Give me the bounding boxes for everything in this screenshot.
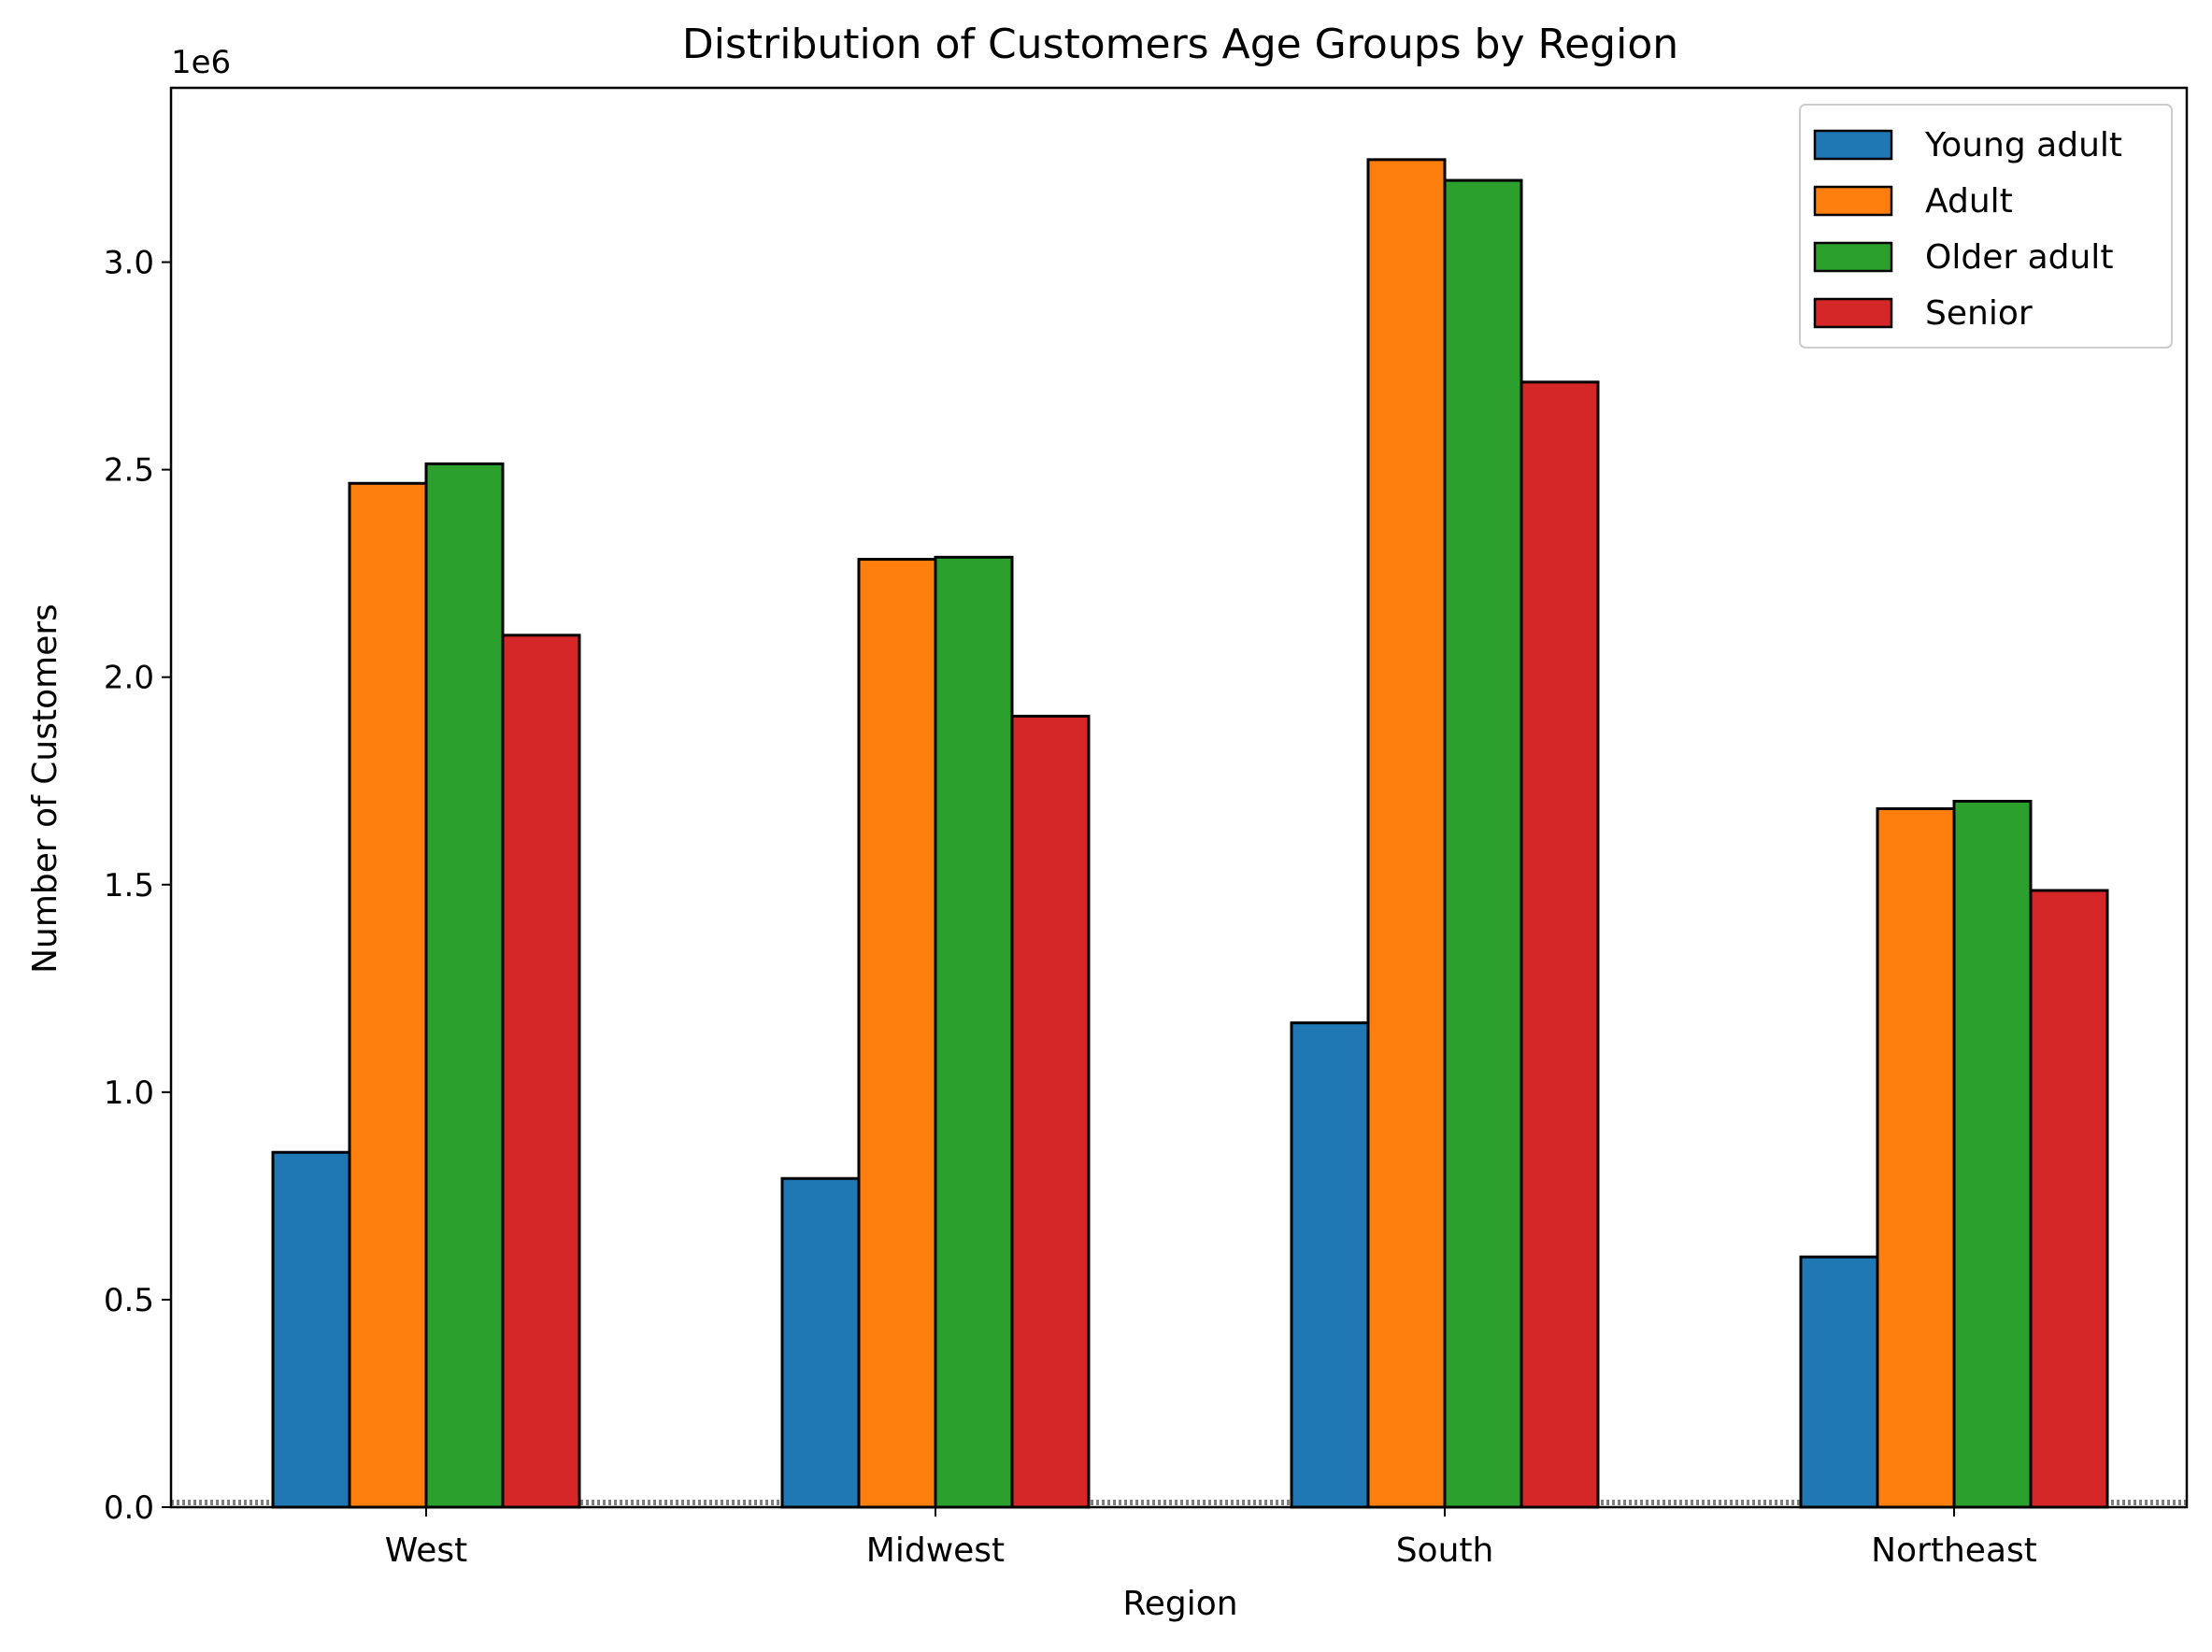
axes-frame: [169, 86, 2189, 1509]
legend-label-older-adult: Older adult: [1925, 238, 2113, 277]
y-tick-label: 2.5: [104, 452, 154, 490]
chart-title: Distribution of Customers Age Groups by …: [682, 21, 1678, 68]
bar-adult-midwest: [857, 558, 937, 1509]
y-tick-label: 2.0: [104, 660, 154, 697]
y-tick-label: 1.5: [104, 867, 154, 904]
legend-swatch-adult: [1813, 185, 1893, 217]
legend-label-adult: Adult: [1925, 182, 2013, 221]
bar-senior-west: [501, 634, 581, 1509]
bar-young-adult-west: [271, 1150, 351, 1509]
x-tick-label: South: [1396, 1531, 1494, 1570]
y-tick-label: 0.0: [104, 1489, 154, 1527]
legend-swatch-senior: [1813, 297, 1893, 329]
bar-adult-west: [348, 481, 428, 1509]
y-axis-label: Number of Customers: [26, 604, 64, 974]
legend-swatch-older-adult: [1813, 241, 1893, 273]
legend-box: [1799, 104, 2173, 349]
bar-senior-northeast: [2029, 889, 2109, 1509]
x-tick-label: Midwest: [866, 1531, 1005, 1570]
legend-swatch-young-adult: [1813, 129, 1893, 161]
bar-adult-south: [1366, 158, 1447, 1509]
x-tick-label: Northeast: [1871, 1531, 2037, 1570]
x-tick-label: West: [385, 1531, 468, 1570]
plot-area: West Midwest South Northeast 0.0 0.5 1.0 1.5 2.0…: [104, 86, 2189, 1570]
bar-older-adult-midwest: [934, 555, 1014, 1509]
bar-senior-midwest: [1010, 714, 1091, 1509]
bar-young-adult-northeast: [1799, 1255, 1879, 1509]
bar-older-adult-west: [424, 462, 505, 1509]
y-tick-label: 3.0: [104, 245, 154, 282]
y-tick-label: 0.5: [104, 1282, 154, 1319]
bar-older-adult-south: [1443, 178, 1523, 1509]
bar-young-adult-south: [1290, 1021, 1370, 1509]
bar-young-adult-midwest: [780, 1176, 861, 1509]
legend-label-young-adult: Young adult: [1924, 126, 2122, 164]
x-axis-label: Region: [1122, 1585, 1237, 1623]
bar-adult-northeast: [1876, 806, 1956, 1509]
legend-label-senior: Senior: [1925, 294, 2033, 333]
bar-older-adult-northeast: [1952, 799, 2033, 1509]
bar-senior-south: [1520, 380, 1600, 1509]
y-offset-label: 1e6: [171, 44, 231, 81]
y-tick-label: 1.0: [104, 1075, 154, 1112]
